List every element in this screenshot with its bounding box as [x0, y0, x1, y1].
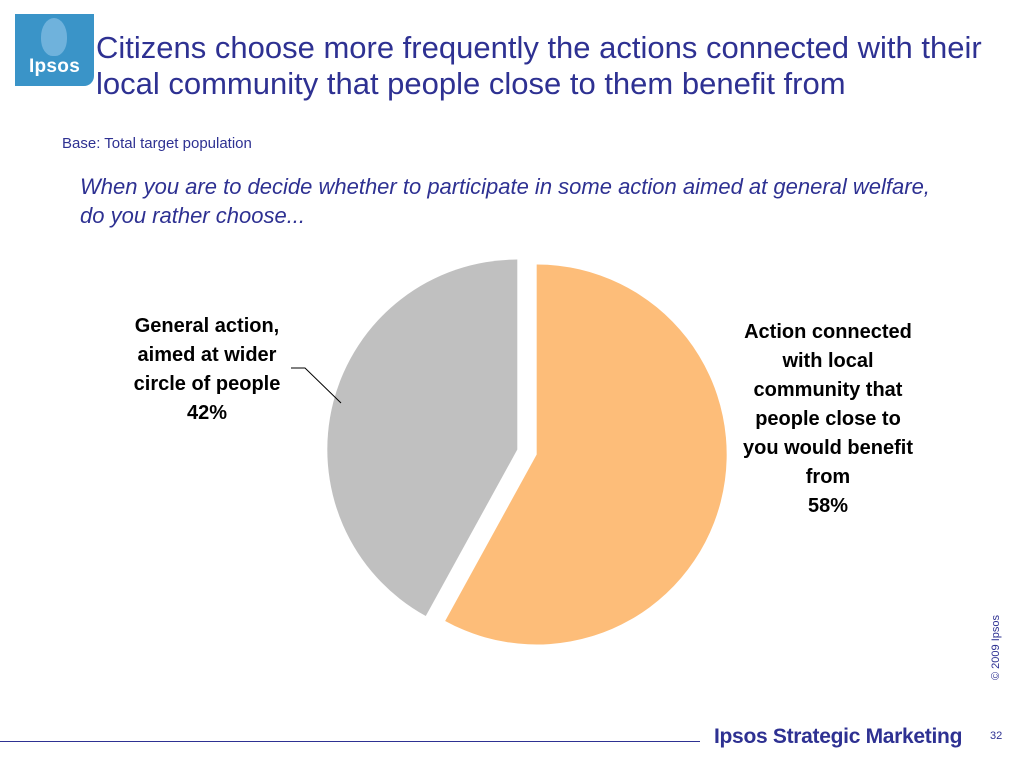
pie-slice-local [445, 264, 727, 645]
page-number: 32 [990, 730, 1003, 742]
ipsos-logo: Ipsos [15, 14, 94, 86]
slice-label-local-text: Action connected with local community th… [743, 321, 913, 488]
page-title: Citizens choose more frequently the acti… [96, 30, 982, 101]
slice-label-general-text: General action, aimed at wider circle of… [133, 315, 281, 395]
leader-line [291, 367, 342, 404]
footer-brand-rest: Strategic Marketing [772, 725, 963, 748]
footer-brand: Ipsos Strategic Marketing [714, 725, 962, 749]
footer-brand-bold: Ipsos [714, 725, 768, 748]
logo-head-icon [41, 18, 67, 56]
slice-label-local: Action connected with local community th… [740, 318, 916, 521]
base-note: Base: Total target population [62, 135, 252, 152]
slice-label-local-value: 58% [807, 495, 849, 517]
slice-label-general: General action, aimed at wider circle of… [112, 312, 302, 428]
survey-question: When you are to decide whether to partic… [80, 174, 930, 228]
logo-text: Ipsos [28, 56, 81, 77]
copyright-text: © 2009 Ipsos [990, 615, 1002, 680]
footer-divider [0, 741, 700, 742]
slice-label-general-value: 42% [186, 402, 228, 424]
pie-slice-general [327, 259, 518, 617]
